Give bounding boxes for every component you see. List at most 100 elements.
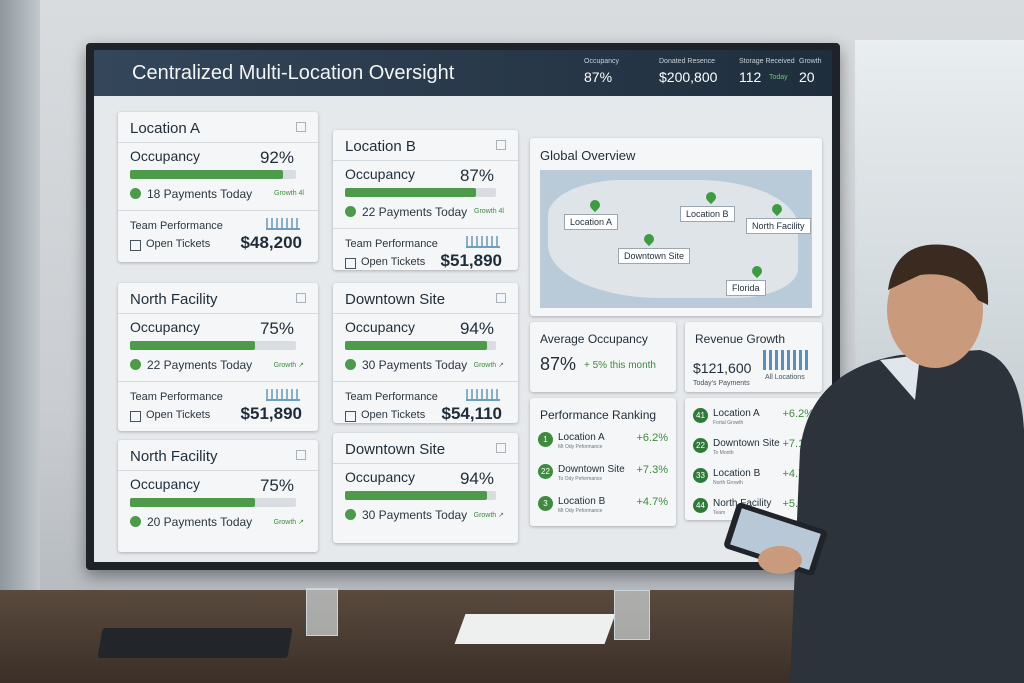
sparkline [266, 389, 300, 401]
location-card: North Facility Occupancy 75% 20 Payments To… [118, 440, 318, 552]
card-title: North Facility [130, 291, 218, 308]
rank-badge: 44 [693, 498, 708, 513]
growth: Growth ↗ [473, 362, 504, 369]
hand [758, 546, 802, 574]
card-menu [496, 140, 506, 150]
occupancy-bar [345, 491, 487, 500]
team-label: Team Performance [345, 391, 438, 403]
rank-badge: 41 [693, 408, 708, 423]
tickets-label: Open Tickets [361, 256, 426, 268]
payments: 30 Payments Today [362, 358, 468, 372]
location-card: Location A Occupancy 92% 18 Payments Today G… [118, 112, 318, 262]
check-icon [130, 188, 141, 199]
ticket-icon [345, 411, 356, 422]
rank-name: Downtown Site [713, 438, 780, 449]
card-title: Downtown Site [345, 291, 446, 308]
rank-change: +6.2% [636, 432, 669, 444]
rank-sub: Team [713, 510, 726, 516]
payments: 18 Payments Today [147, 187, 253, 201]
check-icon [130, 516, 141, 527]
occupancy-track [130, 341, 296, 350]
pin-label: Location A [564, 214, 619, 230]
card-divider [118, 313, 318, 314]
pin-label: Florida [726, 280, 766, 296]
panel-title: Performance Ranking [540, 408, 657, 422]
occupancy-label: Occupancy [130, 319, 201, 335]
growth: Growth ↗ [473, 512, 504, 519]
payments: 22 Payments Today [362, 205, 468, 219]
tickets-label: Open Tickets [146, 238, 211, 250]
pin-label: Downtown Site [618, 248, 691, 264]
payments: 30 Payments Today [362, 508, 468, 522]
rank-name: Location B [558, 496, 606, 507]
stat-value: 20 [799, 69, 815, 85]
occupancy-bar [130, 170, 283, 179]
rank-sub: Mt Ody Peformance [558, 508, 603, 514]
occupancy-value: 87% [459, 166, 494, 185]
occupancy-value: 94% [459, 319, 494, 338]
payments: 20 Payments Today [147, 515, 253, 529]
occupancy-label: Occupancy [345, 469, 416, 485]
stat-value: 87% [584, 69, 613, 85]
occupancy-track [130, 170, 296, 179]
check-icon [345, 359, 356, 370]
card-title: Location B [345, 138, 416, 155]
card-divider [118, 210, 318, 211]
growth: Growth 4l [474, 208, 504, 215]
stat-value: $200,800 [659, 69, 718, 85]
revenue-panel: Revenue Growth $121,600 Today's Payments Al… [685, 322, 822, 392]
card-divider [118, 470, 318, 471]
card-divider [333, 228, 518, 229]
occupancy-value: 92% [259, 148, 294, 167]
panel-title: Revenue Growth [695, 332, 786, 346]
window-left [0, 0, 40, 683]
rank-name: Location A [558, 432, 605, 443]
occupancy-label: Occupancy [130, 476, 201, 492]
sparkline [466, 236, 500, 248]
average-occupancy-panel: Average Occupancy 87% + 5% this month [530, 322, 676, 392]
card-menu [296, 450, 306, 460]
rank-badge: 22 [538, 464, 553, 479]
map-panel: Global Overview Location A Location B North… [530, 138, 822, 316]
occupancy-value: 75% [259, 319, 294, 338]
growth: Growth ↗ [273, 519, 304, 526]
sparkline [266, 218, 300, 230]
occupancy-value: 75% [259, 476, 294, 495]
amount: $48,200 [240, 233, 302, 252]
laptop [97, 628, 293, 658]
rank-sub: Mt Ody Peformance [558, 444, 603, 450]
card-title: Location A [130, 120, 201, 137]
ranking-panel: Performance Ranking 1 Location A Mt Ody Pef… [530, 398, 676, 526]
location-card: Downtown Site Occupancy 94% 30 Payments Tod… [333, 433, 518, 543]
occupancy-track [130, 498, 296, 507]
ticket-icon [130, 240, 141, 251]
panel-scope: All Locations [765, 374, 805, 381]
rank-sub: North Growth [713, 480, 743, 486]
card-title: Downtown Site [345, 441, 446, 458]
occupancy-track [345, 341, 496, 350]
team-label: Team Performance [130, 391, 223, 403]
occupancy-label: Occupancy [345, 166, 416, 182]
glass [306, 588, 338, 636]
occupancy-bar [345, 188, 477, 197]
ticket-icon [345, 258, 356, 269]
check-icon [130, 359, 141, 370]
land [548, 180, 798, 298]
rank-sub: Fortal Growth [713, 420, 744, 426]
card-divider [333, 381, 518, 382]
stat-label: Occupancy [584, 58, 620, 65]
card-divider [333, 313, 518, 314]
map-area: Location A Location B North Facility Downto… [540, 170, 812, 308]
rank-badge: 3 [538, 496, 553, 511]
card-divider [118, 142, 318, 143]
card-menu [296, 122, 306, 132]
hair [888, 244, 989, 305]
card-menu [496, 293, 506, 303]
card-menu [296, 293, 306, 303]
team-label: Team Performance [130, 220, 223, 232]
rank-change: +4.7% [636, 496, 669, 508]
card-menu [496, 443, 506, 453]
glass [614, 590, 650, 640]
stat-label: Donated Resence [659, 58, 716, 65]
occupancy-track [345, 491, 496, 500]
